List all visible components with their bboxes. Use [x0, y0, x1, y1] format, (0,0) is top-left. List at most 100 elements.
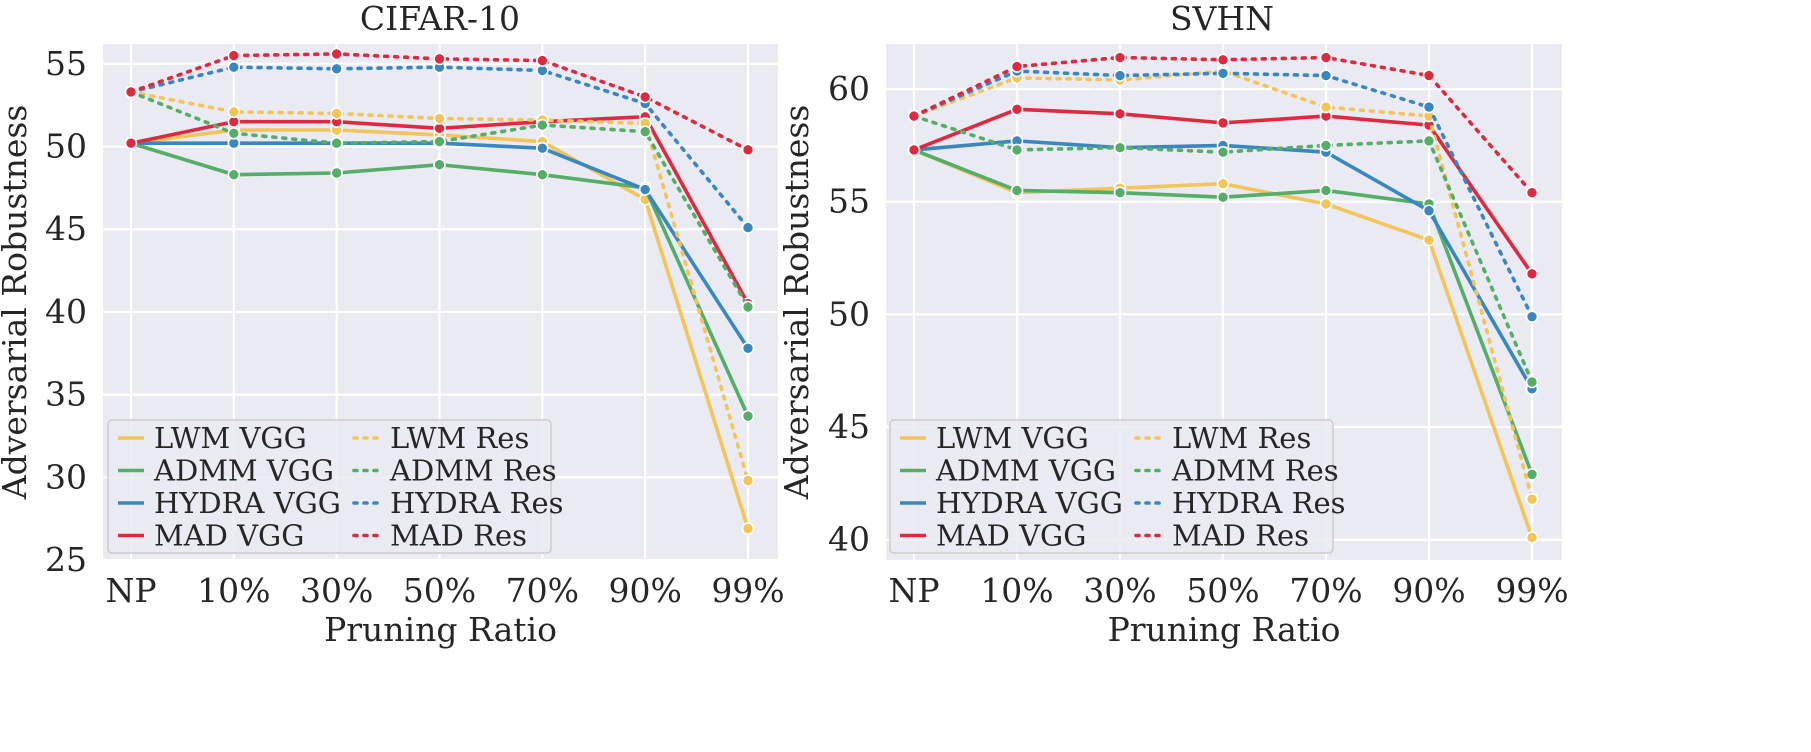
data-point — [638, 183, 652, 196]
legend-label: ADMM VGG — [935, 454, 1116, 488]
legend-label: ADMM Res — [1171, 454, 1339, 488]
x-axis-label: Pruning Ratio — [1108, 610, 1341, 649]
data-point — [741, 143, 755, 157]
legend-label: HYDRA VGG — [154, 486, 341, 520]
data-point — [638, 125, 652, 138]
data-point — [1422, 233, 1436, 247]
x-tick-label: NP — [888, 571, 939, 610]
chart-title: SVHN — [1170, 0, 1274, 38]
data-point — [1525, 468, 1539, 481]
x-tick-label: 50% — [1186, 571, 1259, 610]
data-point — [124, 85, 138, 99]
data-point — [1525, 267, 1539, 281]
data-point — [1113, 141, 1127, 154]
legend-label: LWM Res — [390, 421, 529, 455]
x-tick-label: 10% — [197, 571, 270, 610]
legend-label: LWM VGG — [936, 421, 1089, 455]
chart-title: CIFAR-10 — [360, 0, 520, 38]
series-mad-res — [124, 47, 755, 157]
data-point — [741, 474, 755, 487]
data-point — [433, 158, 446, 172]
data-point — [536, 141, 549, 155]
legend-label: HYDRA VGG — [936, 486, 1123, 520]
x-axis-label: Pruning Ratio — [324, 610, 557, 649]
x-tick-label: 50% — [403, 571, 476, 610]
chart-panel-cifar-10: NP 10% 30% 50% 70% 90% 99% 25 30 35 40 45 50 55 CIFAR-… — [0, 0, 785, 649]
data-point — [1319, 184, 1333, 197]
data-point — [330, 47, 343, 61]
legend-box — [107, 419, 552, 554]
data-point — [330, 136, 343, 150]
data-point — [433, 112, 446, 125]
data-point — [741, 221, 755, 234]
data-point — [330, 107, 343, 120]
x-tick-label: 99% — [711, 571, 784, 610]
y-tick-label: 40 — [828, 520, 870, 559]
y-axis-label: Adversarial Robustness — [777, 105, 816, 501]
data-point — [1525, 186, 1539, 200]
data-point — [227, 127, 241, 140]
data-point — [1010, 143, 1024, 157]
data-point — [1319, 139, 1333, 152]
x-tick-label: 90% — [608, 571, 681, 610]
y-tick-label: 50 — [45, 127, 87, 166]
data-point — [536, 168, 549, 181]
data-point — [1422, 204, 1436, 218]
data-point — [1113, 51, 1127, 64]
data-point — [907, 109, 921, 123]
data-point — [1319, 100, 1333, 114]
data-point — [1216, 66, 1230, 80]
data-point — [741, 522, 755, 535]
y-tick-label: 55 — [45, 44, 87, 83]
data-point — [1216, 116, 1230, 130]
data-point — [1113, 107, 1127, 121]
chart-panel-svhn: NP 10% 30% 50% 70% 90% 99% 40 45 50 55 60 SVHN Prunin… — [777, 0, 1569, 649]
data-point — [1010, 184, 1024, 197]
data-point — [1525, 310, 1539, 323]
legend-label: MAD VGG — [154, 519, 304, 553]
legend-label: MAD Res — [390, 519, 527, 553]
series-mad-res — [907, 51, 1539, 200]
x-tick-label: 10% — [980, 571, 1053, 610]
data-point — [741, 300, 755, 314]
series-admm-res — [124, 85, 755, 314]
data-point — [1422, 69, 1436, 82]
y-tick-label: 45 — [828, 407, 870, 446]
x-tick-label: 99% — [1495, 571, 1568, 610]
data-point — [1525, 375, 1539, 389]
legend-label: LWM VGG — [154, 421, 307, 455]
legend-box — [889, 419, 1334, 554]
y-tick-label: 25 — [45, 540, 87, 579]
legend-label: HYDRA Res — [390, 486, 564, 520]
legend-label: MAD VGG — [936, 519, 1086, 553]
data-point — [433, 52, 446, 66]
y-tick-label: 45 — [45, 209, 87, 248]
legend-label: ADMM Res — [389, 454, 557, 488]
data-point — [907, 143, 921, 157]
data-point — [1113, 186, 1127, 200]
data-point — [1422, 134, 1436, 148]
x-tick-label: 30% — [300, 571, 373, 610]
x-tick-label: 70% — [506, 571, 579, 610]
data-point — [1216, 177, 1230, 191]
data-point — [433, 135, 446, 148]
data-point — [1525, 492, 1539, 506]
x-tick-label: NP — [105, 571, 156, 610]
series-admm-vgg — [907, 143, 1539, 481]
data-point — [227, 105, 241, 119]
data-point — [536, 54, 549, 67]
y-tick-label: 35 — [45, 375, 87, 414]
data-point — [741, 409, 755, 423]
y-axis-label: Adversarial Robustness — [0, 105, 34, 501]
legend-label: HYDRA Res — [1172, 486, 1346, 520]
data-point — [741, 342, 755, 355]
legend-label: LWM Res — [1172, 421, 1311, 455]
y-tick-label: 50 — [828, 294, 870, 333]
data-point — [124, 136, 138, 150]
data-point — [227, 49, 241, 62]
y-tick-label: 60 — [828, 69, 870, 108]
data-point — [1113, 69, 1127, 82]
